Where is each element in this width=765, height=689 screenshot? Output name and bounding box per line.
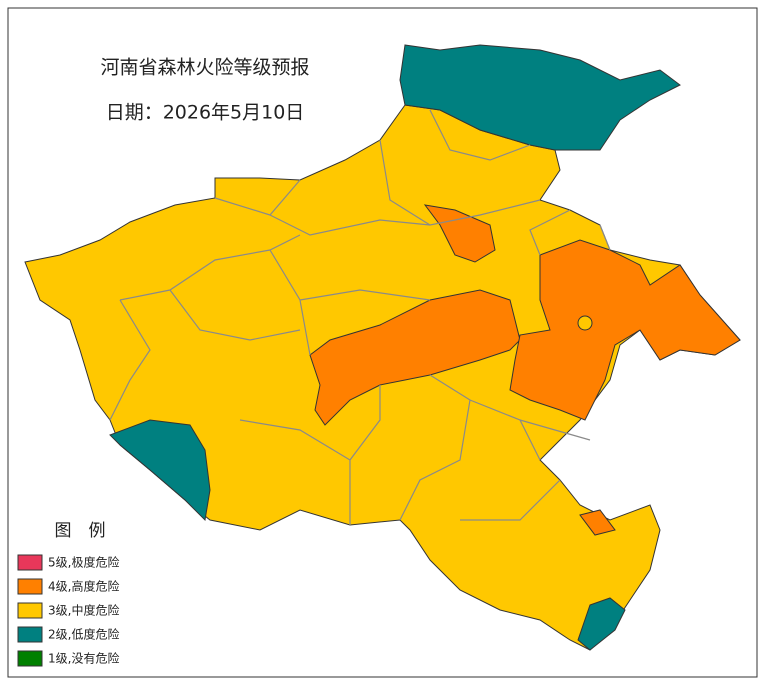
legend-label: 3级,中度危险 bbox=[48, 603, 119, 618]
legend-label: 1级,没有危险 bbox=[48, 651, 119, 666]
legend-label: 2级,低度危险 bbox=[48, 627, 119, 642]
map-title: 河南省森林火险等级预报 bbox=[100, 57, 309, 79]
region-level2 bbox=[577, 597, 626, 651]
legend-title: 图 例 bbox=[55, 521, 106, 541]
legend-label: 4级,高度危险 bbox=[48, 579, 119, 594]
map-date: 日期：2026年5月10日 bbox=[106, 102, 305, 124]
region-level2 bbox=[399, 44, 681, 151]
legend-swatch bbox=[17, 602, 43, 619]
region-level4 bbox=[423, 204, 496, 263]
city-border bbox=[109, 109, 611, 525]
legend-swatch bbox=[17, 578, 43, 595]
legend: 5级,极度危险 4级,高度危险 3级,中度危险 2级,低度危险 1级,没有危险 bbox=[17, 554, 119, 667]
region-level2 bbox=[109, 419, 211, 522]
region-level3 bbox=[577, 315, 593, 331]
legend-label: 5级,极度危险 bbox=[48, 555, 119, 570]
province bbox=[24, 44, 741, 651]
region-level4 bbox=[509, 239, 741, 421]
region-level4 bbox=[309, 289, 521, 426]
legend-swatch bbox=[17, 626, 43, 643]
legend-swatch bbox=[17, 650, 43, 667]
region-level4 bbox=[579, 509, 616, 536]
legend-swatch bbox=[17, 554, 43, 571]
